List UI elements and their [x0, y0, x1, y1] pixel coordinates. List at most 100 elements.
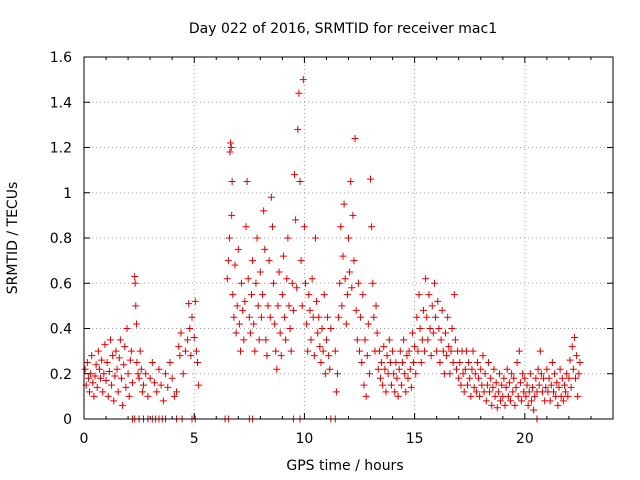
data-point [419, 306, 427, 314]
data-point [493, 404, 501, 412]
data-point [475, 374, 483, 382]
data-point [444, 313, 452, 321]
data-point [111, 372, 119, 380]
data-point [472, 388, 480, 396]
data-point [457, 381, 465, 389]
data-point [521, 374, 529, 382]
data-point [531, 392, 539, 400]
data-point [338, 302, 346, 310]
data-point [179, 370, 187, 378]
data-point [456, 358, 464, 366]
data-point [535, 381, 543, 389]
data-point [547, 381, 555, 389]
data-point [487, 374, 495, 382]
data-point [140, 381, 148, 389]
data-point [438, 306, 446, 314]
data-point [315, 313, 323, 321]
data-point [135, 374, 143, 382]
data-point [484, 358, 492, 366]
data-point [450, 291, 458, 299]
data-point [449, 358, 457, 366]
data-point [356, 347, 364, 355]
x-axis-label: GPS time / hours [286, 458, 403, 474]
y-axis-label: SRMTID / TECUs [5, 182, 21, 295]
data-point [190, 334, 198, 342]
data-point [170, 392, 178, 400]
data-point [341, 275, 349, 283]
data-point [413, 313, 421, 321]
data-point [262, 336, 270, 344]
data-point [373, 329, 381, 337]
data-point [411, 343, 419, 351]
data-point [131, 279, 139, 287]
data-point [314, 329, 322, 337]
data-point [265, 257, 273, 265]
data-point [443, 352, 451, 360]
data-point [300, 223, 308, 231]
data-point [432, 313, 440, 321]
data-point [89, 379, 97, 387]
data-point [321, 370, 329, 378]
data-point [405, 347, 413, 355]
data-point [351, 134, 359, 142]
data-point [428, 302, 436, 310]
data-point [337, 223, 345, 231]
data-point [434, 297, 442, 305]
data-point [331, 347, 339, 355]
data-point [563, 370, 571, 378]
data-point [348, 284, 356, 292]
data-point [320, 291, 328, 299]
data-point [134, 370, 142, 378]
data-point [543, 365, 551, 373]
data-point [542, 383, 550, 391]
data-point [392, 358, 400, 366]
data-point [429, 329, 437, 337]
data-point [425, 291, 433, 299]
axis-tick-labels: 0 5 10 15 20 0 0.2 0.4 0.6 0.8 1 1.2 1.4 1.6 [50, 50, 534, 447]
data-point [455, 374, 463, 382]
data-point [382, 388, 390, 396]
data-point [479, 352, 487, 360]
data-point [115, 354, 123, 362]
data-point [184, 336, 192, 344]
data-point [266, 313, 274, 321]
data-point [185, 300, 193, 308]
data-point [261, 245, 269, 253]
data-point [97, 374, 105, 382]
data-point [308, 275, 316, 283]
data-point [546, 397, 554, 405]
data-point [257, 313, 265, 321]
data-point [422, 275, 430, 283]
data-point [402, 388, 410, 396]
data-point [136, 347, 144, 355]
data-point [125, 392, 133, 400]
data-point [122, 383, 130, 391]
data-point [227, 144, 235, 151]
data-point [133, 358, 141, 366]
data-point [324, 313, 332, 321]
data-point [299, 76, 307, 84]
data-point [522, 392, 530, 400]
data-point [186, 325, 194, 332]
data-point [477, 365, 485, 373]
data-point [289, 306, 297, 314]
data-point [501, 401, 509, 409]
data-point [224, 257, 232, 265]
data-point [393, 374, 401, 382]
data-points [81, 76, 584, 423]
data-point [100, 370, 108, 378]
data-point [488, 401, 496, 409]
data-point [127, 347, 135, 355]
data-point [252, 279, 260, 287]
data-point [481, 370, 489, 378]
data-point [424, 336, 432, 344]
data-point [117, 374, 125, 382]
data-point [243, 177, 251, 185]
data-point [554, 401, 562, 409]
data-point [476, 392, 484, 400]
data-point [387, 381, 395, 389]
data-point [319, 347, 327, 355]
data-point [86, 388, 94, 396]
x-tick-label: 10 [296, 431, 314, 447]
data-point [181, 347, 189, 355]
